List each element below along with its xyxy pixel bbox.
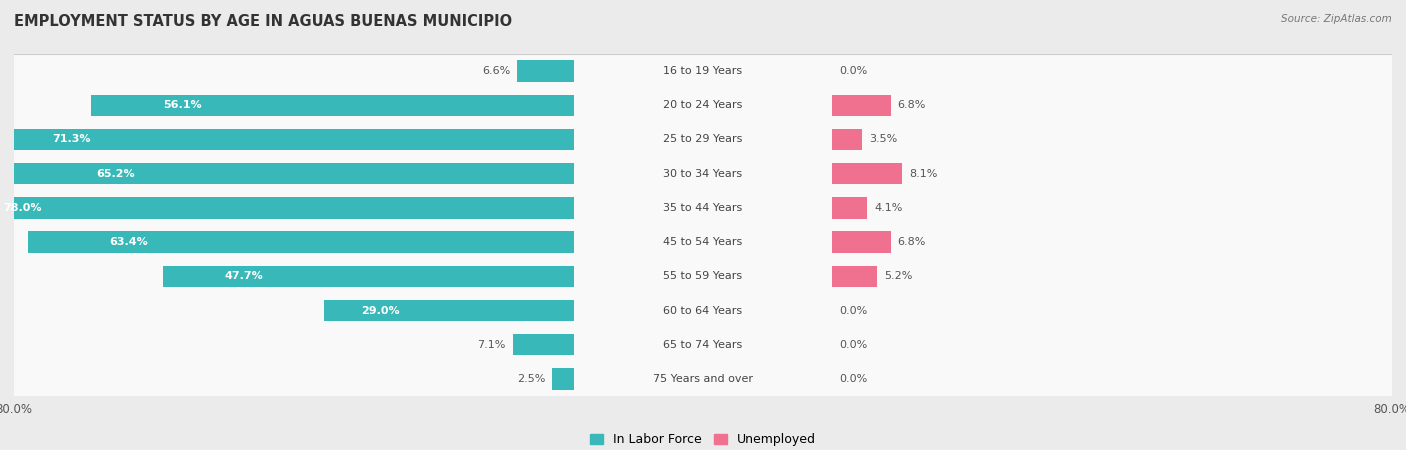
Bar <box>163 266 574 287</box>
Bar <box>832 129 862 150</box>
Text: 2.5%: 2.5% <box>517 374 546 384</box>
Text: 35 to 44 Years: 35 to 44 Years <box>664 203 742 213</box>
Text: 8.1%: 8.1% <box>908 169 938 179</box>
FancyBboxPatch shape <box>14 328 1392 362</box>
Bar <box>13 163 574 184</box>
Bar <box>832 231 891 253</box>
Text: 3.5%: 3.5% <box>869 135 897 144</box>
Text: 47.7%: 47.7% <box>225 271 263 281</box>
Text: 75 Years and over: 75 Years and over <box>652 374 754 384</box>
Text: 6.8%: 6.8% <box>897 237 927 247</box>
FancyBboxPatch shape <box>14 54 1392 88</box>
Text: 63.4%: 63.4% <box>110 237 149 247</box>
FancyBboxPatch shape <box>14 191 1392 225</box>
Text: 0.0%: 0.0% <box>839 340 868 350</box>
Text: 71.3%: 71.3% <box>52 135 90 144</box>
Legend: In Labor Force, Unemployed: In Labor Force, Unemployed <box>585 428 821 450</box>
Text: 7.1%: 7.1% <box>478 340 506 350</box>
Bar <box>323 300 574 321</box>
FancyBboxPatch shape <box>14 157 1392 191</box>
Text: 25 to 29 Years: 25 to 29 Years <box>664 135 742 144</box>
Text: 65 to 74 Years: 65 to 74 Years <box>664 340 742 350</box>
Text: 65.2%: 65.2% <box>97 169 135 179</box>
Bar <box>517 60 574 82</box>
Bar <box>553 368 574 390</box>
Text: 20 to 24 Years: 20 to 24 Years <box>664 100 742 110</box>
Text: 5.2%: 5.2% <box>884 271 912 281</box>
Text: 78.0%: 78.0% <box>3 203 41 213</box>
Text: 30 to 34 Years: 30 to 34 Years <box>664 169 742 179</box>
Bar <box>91 94 574 116</box>
Text: 56.1%: 56.1% <box>163 100 202 110</box>
FancyBboxPatch shape <box>14 259 1392 293</box>
Text: 29.0%: 29.0% <box>361 306 401 315</box>
Text: 6.8%: 6.8% <box>897 100 927 110</box>
FancyBboxPatch shape <box>14 88 1392 122</box>
Bar <box>28 231 574 253</box>
Text: 60 to 64 Years: 60 to 64 Years <box>664 306 742 315</box>
Text: 45 to 54 Years: 45 to 54 Years <box>664 237 742 247</box>
FancyBboxPatch shape <box>14 293 1392 328</box>
Text: 6.6%: 6.6% <box>482 66 510 76</box>
FancyBboxPatch shape <box>14 362 1392 396</box>
FancyBboxPatch shape <box>14 225 1392 259</box>
Text: 0.0%: 0.0% <box>839 66 868 76</box>
Bar <box>0 129 574 150</box>
Bar <box>513 334 574 356</box>
Text: 4.1%: 4.1% <box>875 203 903 213</box>
Bar <box>832 197 868 219</box>
Text: 0.0%: 0.0% <box>839 306 868 315</box>
Text: EMPLOYMENT STATUS BY AGE IN AGUAS BUENAS MUNICIPIO: EMPLOYMENT STATUS BY AGE IN AGUAS BUENAS… <box>14 14 512 28</box>
Text: 16 to 19 Years: 16 to 19 Years <box>664 66 742 76</box>
Text: 0.0%: 0.0% <box>839 374 868 384</box>
FancyBboxPatch shape <box>14 122 1392 157</box>
Bar <box>832 163 901 184</box>
Bar <box>832 266 877 287</box>
Bar <box>832 94 891 116</box>
Text: Source: ZipAtlas.com: Source: ZipAtlas.com <box>1281 14 1392 23</box>
Text: 55 to 59 Years: 55 to 59 Years <box>664 271 742 281</box>
Bar <box>0 197 574 219</box>
